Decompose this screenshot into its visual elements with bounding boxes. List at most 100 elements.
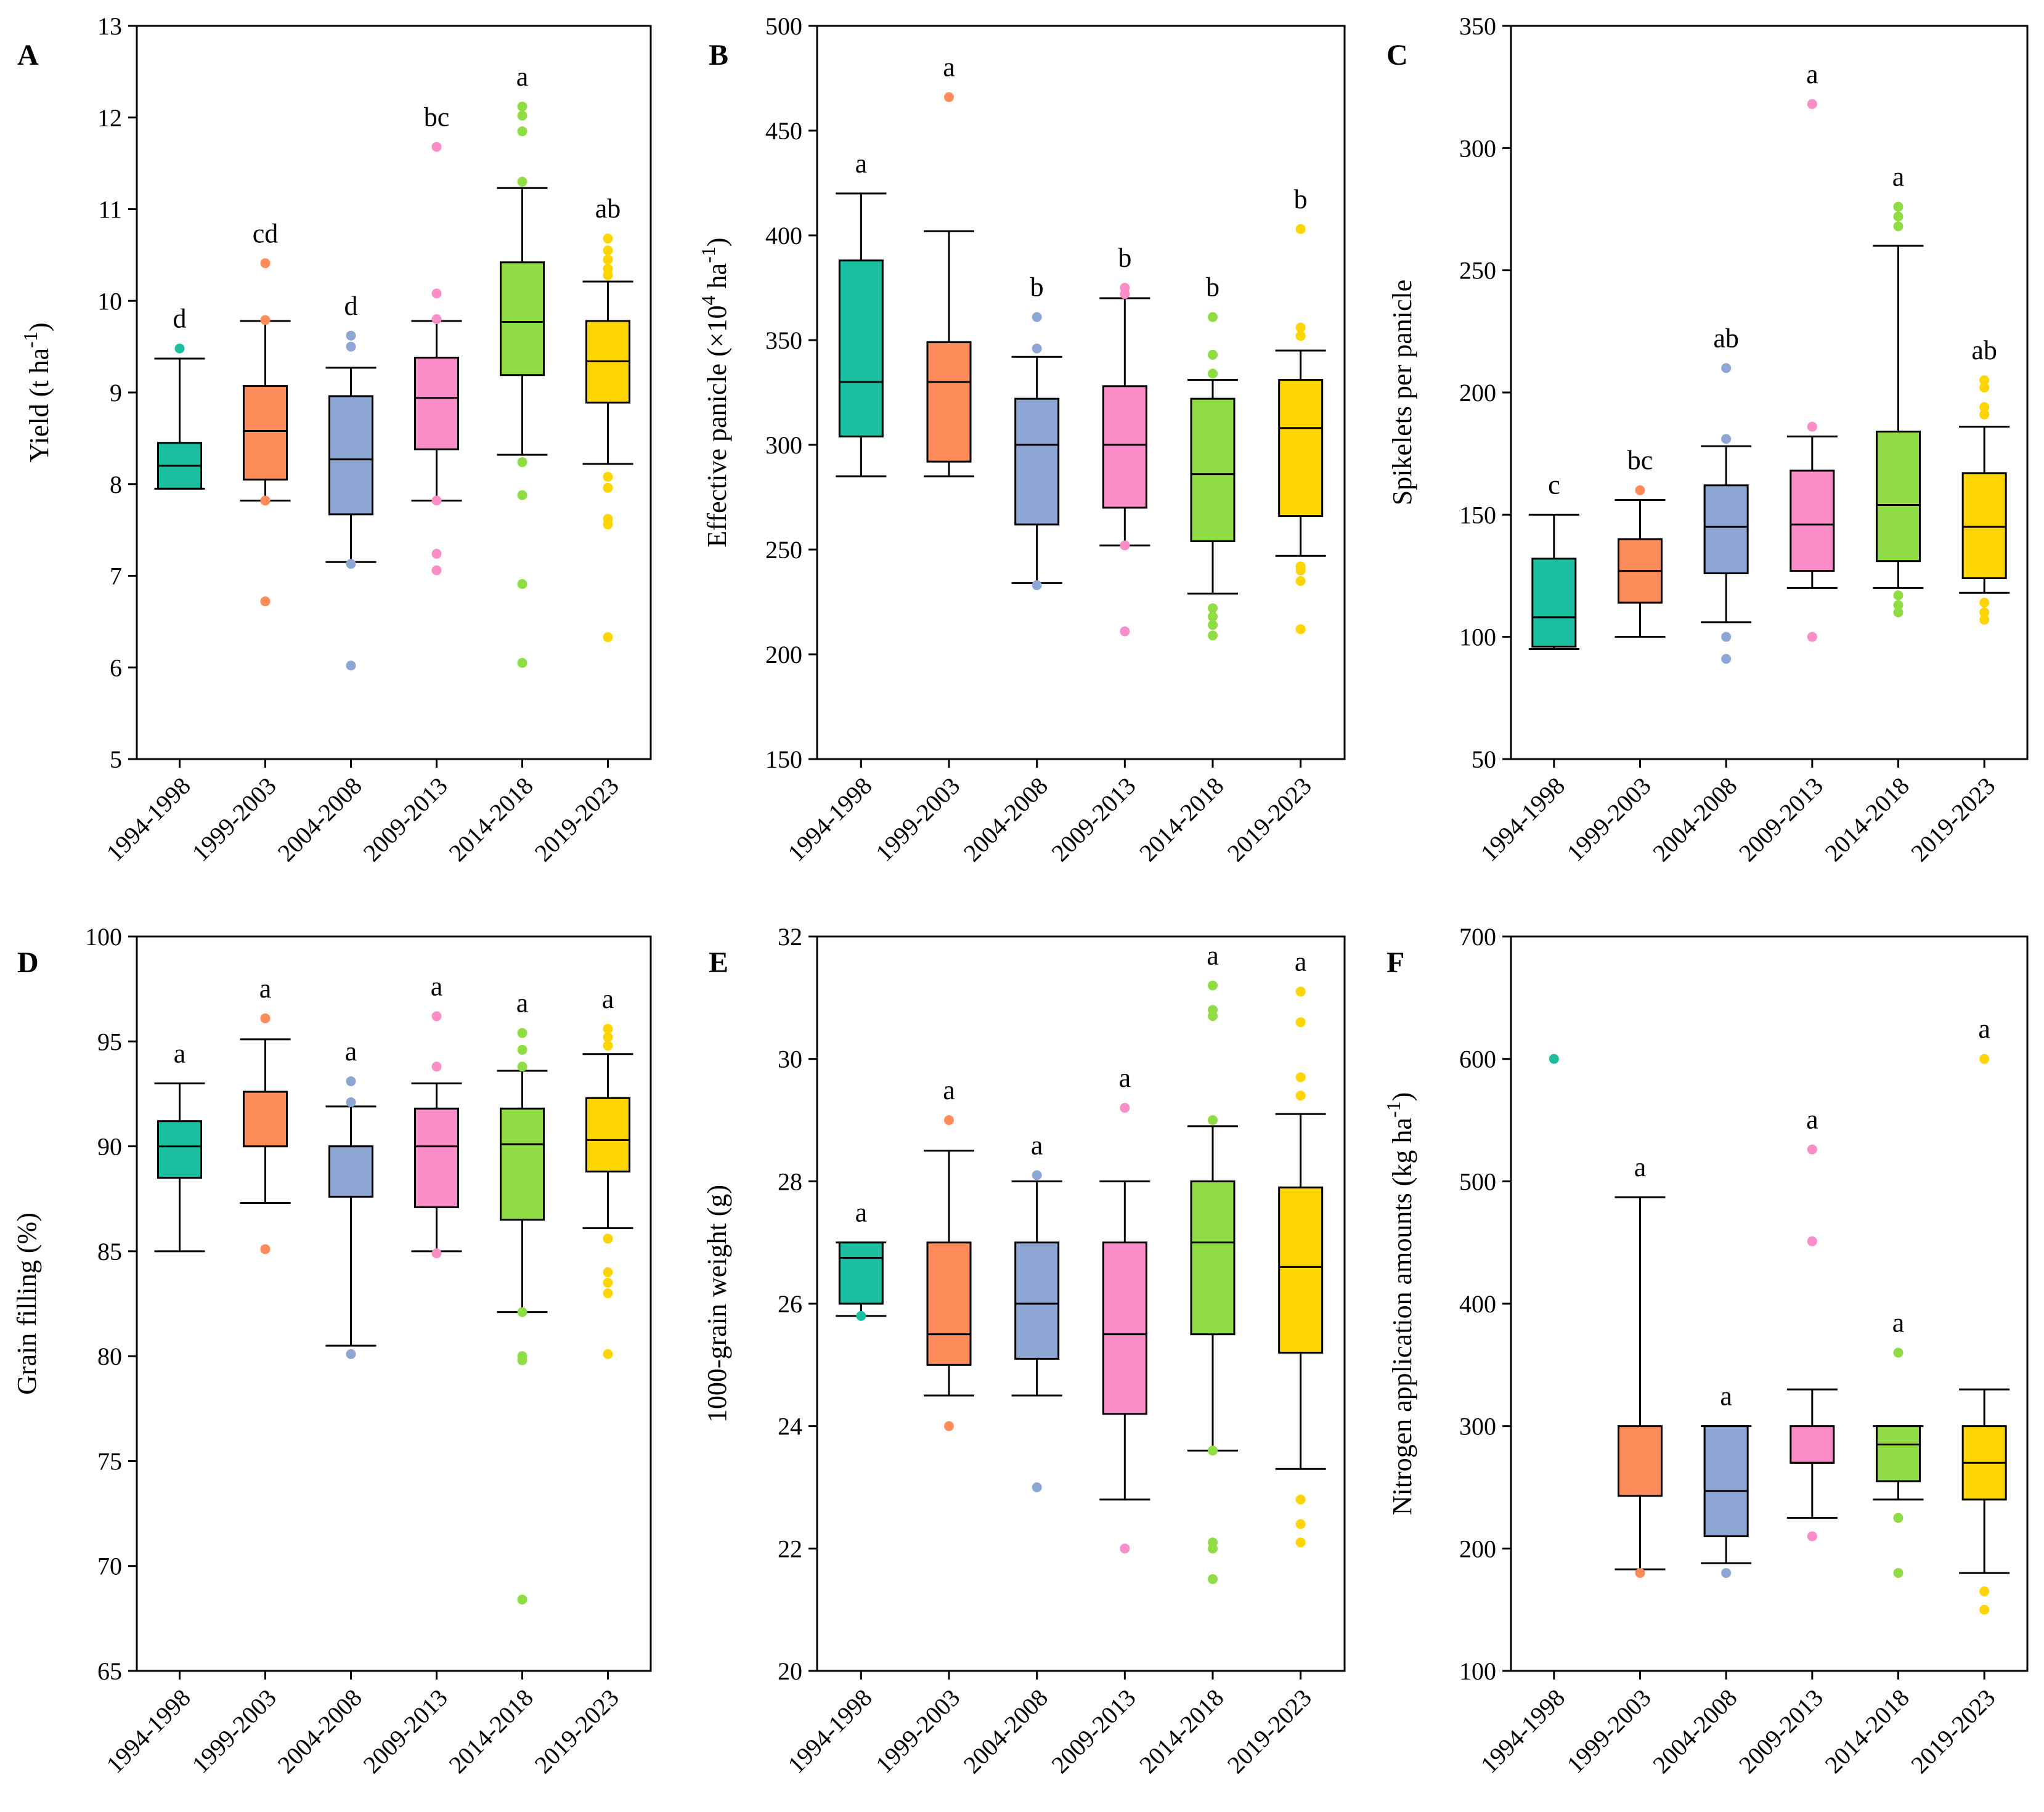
outlier-point [1893,607,1904,617]
box-group-1994-1998: a [836,148,887,477]
x-tick-label: 2019-2023 [529,772,624,867]
outlier-point [1208,980,1218,991]
outlier-point [1979,598,1990,608]
outlier-point [1295,1519,1306,1529]
iqr-box [500,261,545,376]
outlier-point [1893,1568,1904,1578]
significance-letter: a [1207,940,1219,970]
x-tick-label: 2009-2013 [357,772,452,867]
y-tick-label: 400 [765,222,802,250]
y-axis-label-suffix: ) [702,238,732,247]
y-tick-label: 100 [1459,624,1496,651]
y-axis-label-suffix: ) [24,322,54,331]
x-tick-label: 2004-2008 [958,772,1053,867]
y-tick-label: 7 [110,563,122,590]
y-tick-label: 300 [1459,134,1496,162]
box-group-2019-2023: ab [1959,335,2010,625]
outlier-point [517,1062,527,1072]
outlier-point [1635,485,1645,495]
x-tick-label: 2014-2018 [443,1684,538,1779]
iqr-box [1703,484,1749,575]
y-tick-label: 250 [1459,257,1496,285]
x-tick-label: 1999-2003 [870,772,965,867]
y-axis-label: Spikelets per panicle [1387,280,1417,506]
y-tick-label: 80 [97,1343,122,1370]
iqr-box [1278,379,1324,518]
x-tick-label: 2019-2023 [529,1684,624,1779]
outlier-point [1295,1537,1306,1548]
y-tick-label: 8 [110,471,122,498]
y-tick-label: 6 [110,654,122,681]
outlier-point [1295,1017,1306,1028]
significance-letter: a [943,52,955,83]
plot-frame [136,935,652,1672]
significance-letter: ab [1713,323,1739,353]
x-tick-label: 2014-2018 [1134,1684,1229,1779]
y-tick-label: 24 [778,1413,802,1440]
x-tick-label: 1994-1998 [1475,1684,1570,1779]
outlier-point [1807,99,1817,109]
y-tick-label: 700 [1459,923,1496,951]
box-group-1999-2003: bc [1614,445,1666,638]
x-tick-label: 1994-1998 [782,772,877,867]
box-group-2014-2018: a [497,62,548,668]
outlier-point [1208,630,1218,641]
x-tick-label: 1999-2003 [186,772,281,867]
significance-letter: a [1806,59,1818,89]
outlier-point [260,1244,271,1254]
panel-letter: F [1386,946,1404,979]
outlier-point [603,471,613,482]
outlier-point [1032,312,1042,322]
y-tick-label: 200 [765,641,802,668]
iqr-box [157,1120,202,1179]
outlier-point [1979,375,1990,386]
significance-letter: b [1206,272,1219,303]
x-tick-label: 2019-2023 [1222,772,1317,867]
iqr-box [1876,1425,1921,1482]
outlier-point [1295,224,1306,234]
y-axis-label: 1000-grain weight (g) [702,1185,732,1423]
box-group-2014-2018: a [1187,940,1238,1584]
outlier-point [1807,1531,1817,1542]
iqr-box [838,1241,884,1305]
panel-B: B 150 200 250 300 350 400 450 500 Effective panic… [697,12,1346,867]
outlier-point [431,1011,442,1022]
outlier-point [431,288,442,299]
outlier-point [1032,1170,1042,1180]
outlier-point [1208,1543,1218,1554]
x-tick-label: 2004-2008 [272,1684,367,1779]
iqr-box [500,1107,545,1221]
plot-frame [1510,935,2029,1672]
iqr-box [585,1097,630,1172]
outlier-point [517,490,527,500]
outlier-point [1979,409,1990,420]
x-tick-label: 2004-2008 [1647,772,1742,867]
outlier-point [1635,1568,1645,1578]
y-tick-label: 500 [1459,1168,1496,1195]
outlier-point [517,101,527,112]
y-tick-label: 70 [97,1553,122,1580]
y-axis-label-text: Effective panicle (×10 [702,305,732,547]
y-tick-label: 28 [778,1168,802,1195]
x-tick-label: 2004-2008 [272,772,367,867]
outlier-point [1120,626,1130,636]
box-group-1994-1998: c [1528,469,1579,650]
x-tick-label: 2009-2013 [1733,772,1828,867]
box-group-1994-1998: a [836,1198,887,1321]
box-group-1994-1998: a [154,1038,205,1253]
y-tick-label: 50 [1472,746,1496,773]
box-group-2014-2018: a [1873,1307,1924,1578]
iqr-box [414,1107,459,1208]
box-group-2009-2013: a [1786,59,1838,642]
outlier-point [1032,343,1042,354]
x-tick-label: 2014-2018 [1819,1684,1914,1779]
outlier-point [1979,1586,1990,1596]
box-group-2009-2013: a [411,971,462,1259]
y-axis-label: Yield (t ha-1) [19,322,54,462]
outlier-point [431,314,442,324]
panel-F: F 100 200 300 400 500 600 700 Nitrogen applicati… [1382,923,2029,1779]
y-tick-label: 9 [110,379,122,407]
significance-letter: a [516,62,529,92]
outlier-point [260,315,271,325]
outlier-point [346,1349,356,1359]
